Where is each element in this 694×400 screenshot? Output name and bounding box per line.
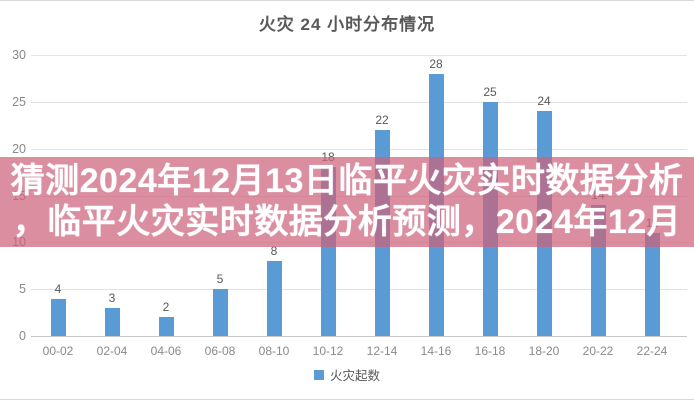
data-label-16-18: 25 bbox=[483, 84, 497, 99]
gridline-y5 bbox=[31, 289, 687, 291]
watermark-line-2: ，临平火灾实时数据分析预测，2024年12月 bbox=[12, 203, 682, 241]
x-tick-label-12-14: 12-14 bbox=[366, 344, 398, 358]
bar-00-02 bbox=[50, 298, 66, 336]
x-tick-label-14-16: 14-16 bbox=[420, 344, 452, 358]
y-tick-label: 25 bbox=[12, 94, 26, 109]
data-label-12-14: 22 bbox=[375, 112, 389, 127]
data-label-00-02: 4 bbox=[54, 281, 62, 296]
y-tick-label: 5 bbox=[19, 282, 26, 297]
bar-08-10 bbox=[266, 261, 282, 336]
data-label-06-08: 5 bbox=[216, 272, 224, 287]
bar-06-08 bbox=[212, 289, 228, 336]
x-tick-label-04-06: 04-06 bbox=[150, 344, 182, 358]
bar-22-24 bbox=[644, 232, 660, 336]
watermark-banner: 猜测2024年12月13日临平火灾实时数据分析 ，临平火灾实时数据分析预测，20… bbox=[0, 157, 694, 247]
gridline-y20 bbox=[31, 148, 687, 150]
y-tick-label: 20 bbox=[12, 141, 26, 156]
legend: 火灾起数 bbox=[0, 365, 694, 384]
x-tick-label-06-08: 06-08 bbox=[204, 344, 236, 358]
data-label-02-04: 3 bbox=[108, 290, 116, 305]
gridline-y0 bbox=[31, 336, 687, 337]
chart-title: 火灾 24 小时分布情况 bbox=[258, 15, 436, 34]
data-label-04-06: 2 bbox=[162, 300, 170, 315]
data-label-08-10: 8 bbox=[270, 244, 278, 259]
bar-02-04 bbox=[104, 307, 120, 336]
legend-label: 火灾起数 bbox=[329, 369, 380, 383]
y-tick-label: 30 bbox=[12, 48, 26, 62]
y-tick-label: 0 bbox=[19, 329, 26, 343]
x-tick-label-02-04: 02-04 bbox=[96, 344, 128, 358]
x-tick-label-18-20: 18-20 bbox=[528, 344, 560, 358]
x-tick-label-10-12: 10-12 bbox=[312, 344, 344, 358]
x-tick-label-22-24: 22-24 bbox=[636, 344, 668, 358]
x-tick-label-16-18: 16-18 bbox=[474, 344, 506, 358]
legend-swatch-icon bbox=[313, 369, 324, 380]
x-tick-label-00-02: 00-02 bbox=[42, 344, 74, 358]
bar-04-06 bbox=[158, 317, 174, 336]
x-tick-label-08-10: 08-10 bbox=[258, 344, 290, 358]
x-tick-label-20-22: 20-22 bbox=[582, 344, 614, 358]
data-label-14-16: 28 bbox=[429, 56, 443, 71]
gridline-y25 bbox=[31, 101, 687, 103]
data-label-18-20: 24 bbox=[537, 94, 551, 109]
watermark-line-1: 猜测2024年12月13日临平火灾实时数据分析 bbox=[10, 162, 684, 200]
gridline-y30 bbox=[31, 55, 687, 56]
